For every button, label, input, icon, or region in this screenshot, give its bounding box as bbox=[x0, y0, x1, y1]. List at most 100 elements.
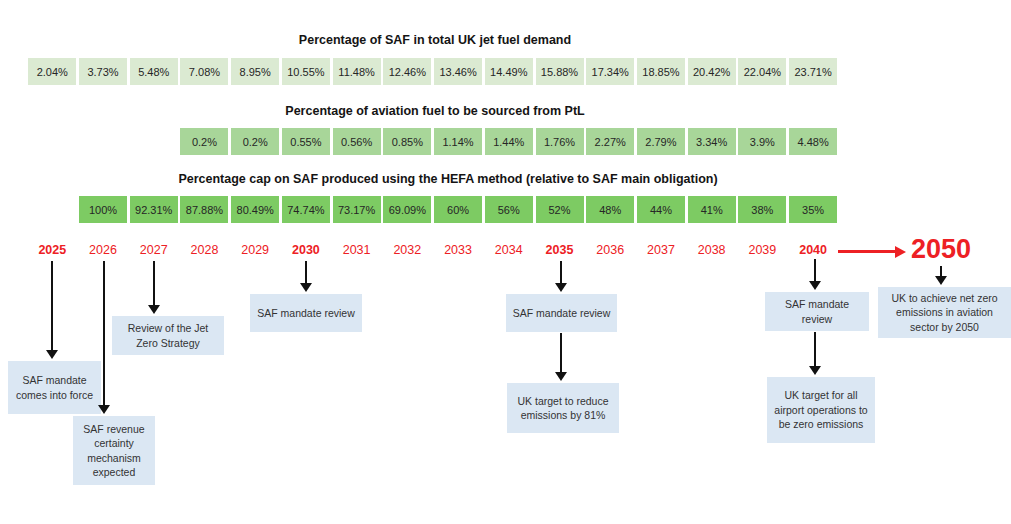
year-2037-label: 2037 bbox=[647, 243, 675, 257]
note-2030: SAF mandate review bbox=[250, 294, 362, 332]
arrow-tip-icon bbox=[935, 276, 947, 285]
hefa-cap-cell: 87.88% bbox=[180, 196, 228, 223]
down-arrow-2030 bbox=[300, 261, 312, 292]
saf-demand-cell: 20.42% bbox=[688, 58, 736, 85]
ptl-source-cell: 3.34% bbox=[688, 128, 736, 155]
saf-timeline-infographic: Percentage of SAF in total UK jet fuel d… bbox=[0, 0, 1011, 524]
ptl-source-cell: 1.76% bbox=[536, 128, 584, 155]
hefa-cap-cell: 41% bbox=[688, 196, 736, 223]
down-arrow-2035 bbox=[555, 261, 567, 292]
year-2029-label: 2029 bbox=[241, 243, 269, 257]
saf-demand-cell: 10.55% bbox=[282, 58, 330, 85]
hefa-cap-cell: 44% bbox=[637, 196, 685, 223]
saf-demand-cell: 2.04% bbox=[28, 58, 76, 85]
note-2035_review: SAF mandate review bbox=[506, 294, 617, 332]
year-2030-label: 2030 bbox=[292, 243, 320, 257]
year-2038-label: 2038 bbox=[698, 243, 726, 257]
hefa-cap-cell: 80.49% bbox=[231, 196, 279, 223]
saf-demand-cell: 7.08% bbox=[180, 58, 228, 85]
saf-demand-cell: 17.34% bbox=[586, 58, 634, 85]
year-2034-label: 2034 bbox=[495, 243, 523, 257]
year-2040-label: 2040 bbox=[799, 243, 827, 257]
saf-demand-cell: 14.49% bbox=[485, 58, 533, 85]
year-2028-label: 2028 bbox=[191, 243, 219, 257]
note-2026: SAF revenue certainty mechanism expected bbox=[73, 416, 155, 485]
ptl-source-cell: 1.44% bbox=[485, 128, 533, 155]
saf-demand-cell: 15.88% bbox=[536, 58, 584, 85]
year-2032-label: 2032 bbox=[393, 243, 421, 257]
saf-demand-cell: 13.46% bbox=[434, 58, 482, 85]
arrow-tip-icon bbox=[555, 283, 567, 292]
hefa-cap-cell: 38% bbox=[738, 196, 786, 223]
ptl-source-cell: 0.56% bbox=[333, 128, 381, 155]
year-2027-label: 2027 bbox=[140, 243, 168, 257]
hefa-cap-cell: 60% bbox=[434, 196, 482, 223]
ptl-source-cell: 0.85% bbox=[383, 128, 431, 155]
arrow-shaft bbox=[305, 261, 307, 284]
arrow-shaft bbox=[560, 333, 562, 373]
arrow-to-2050-line bbox=[838, 250, 895, 253]
saf-demand-cell: 23.71% bbox=[789, 58, 837, 85]
note-2040_review: SAF mandate review bbox=[765, 292, 869, 331]
arrow-shaft bbox=[51, 261, 53, 351]
down-arrow-2026 bbox=[98, 261, 110, 414]
saf-demand-title: Percentage of SAF in total UK jet fuel d… bbox=[299, 33, 571, 47]
year-2026-label: 2026 bbox=[89, 243, 117, 257]
note-2050: UK to achieve net zero emissions in avia… bbox=[878, 287, 1011, 338]
note-2027: Review of the Jet Zero Strategy bbox=[112, 316, 224, 355]
arrow-tip-icon bbox=[98, 405, 110, 414]
ptl-source-cell: 0.55% bbox=[282, 128, 330, 155]
saf-demand-cell: 8.95% bbox=[231, 58, 279, 85]
year-2031-label: 2031 bbox=[343, 243, 371, 257]
saf-demand-cell: 3.73% bbox=[79, 58, 127, 85]
ptl-source-cell: 2.27% bbox=[586, 128, 634, 155]
saf-demand-cell: 12.46% bbox=[383, 58, 431, 85]
arrow-tip-icon bbox=[809, 281, 821, 290]
year-2050-label: 2050 bbox=[911, 234, 971, 265]
arrow-shaft bbox=[153, 261, 155, 306]
arrow-shaft bbox=[103, 261, 105, 406]
hefa-cap-cell: 52% bbox=[536, 196, 584, 223]
arrow-tip-icon bbox=[300, 283, 312, 292]
hefa-cap-cell: 48% bbox=[586, 196, 634, 223]
saf-demand-cell: 18.85% bbox=[637, 58, 685, 85]
ptl-source-title: Percentage of aviation fuel to be source… bbox=[285, 104, 584, 118]
year-2035-label: 2035 bbox=[546, 243, 574, 257]
ptl-source-cell: 1.14% bbox=[434, 128, 482, 155]
hefa-cap-cell: 92.31% bbox=[130, 196, 178, 223]
ptl-source-cell: 0.2% bbox=[180, 128, 228, 155]
arrow-tip-icon bbox=[46, 350, 58, 359]
ptl-source-cell: 4.48% bbox=[789, 128, 837, 155]
saf-demand-cell: 5.48% bbox=[130, 58, 178, 85]
year-2025-label: 2025 bbox=[38, 243, 66, 257]
arrow-to-2050-tip-icon bbox=[895, 246, 906, 258]
note-2025: SAF mandate comes into force bbox=[8, 361, 101, 414]
down-arrow-2025 bbox=[46, 261, 58, 359]
hefa-cap-cell: 73.17% bbox=[333, 196, 381, 223]
year-2033-label: 2033 bbox=[444, 243, 472, 257]
hefa-cap-cell: 56% bbox=[485, 196, 533, 223]
arrow-tip-icon bbox=[148, 305, 160, 314]
saf-demand-cell: 22.04% bbox=[738, 58, 786, 85]
ptl-source-cell: 3.9% bbox=[738, 128, 786, 155]
hefa-cap-cell: 74.74% bbox=[282, 196, 330, 223]
ptl-source-cell: 2.79% bbox=[637, 128, 685, 155]
hefa-cap-cell: 35% bbox=[789, 196, 837, 223]
arrow-tip-icon bbox=[555, 372, 567, 381]
down-arrow-2027 bbox=[148, 261, 160, 314]
hefa-cap-cell: 100% bbox=[79, 196, 127, 223]
saf-demand-cell: 11.48% bbox=[333, 58, 381, 85]
ptl-source-cell: 0.2% bbox=[231, 128, 279, 155]
hefa-cap-title: Percentage cap on SAF produced using the… bbox=[178, 172, 717, 186]
arrow-shaft bbox=[814, 259, 816, 282]
arrow-tip-icon bbox=[809, 366, 821, 375]
down-arrow-2035 bbox=[555, 333, 567, 381]
arrow-shaft bbox=[560, 261, 562, 284]
arrow-shaft bbox=[814, 332, 816, 367]
year-2036-label: 2036 bbox=[596, 243, 624, 257]
note-2035_target: UK target to reduce emissions by 81% bbox=[507, 383, 619, 433]
down-arrow-2040 bbox=[809, 259, 821, 290]
note-2040_target: UK target for all airport operations to … bbox=[767, 377, 875, 443]
down-arrow-2040 bbox=[809, 332, 821, 375]
year-2039-label: 2039 bbox=[748, 243, 776, 257]
